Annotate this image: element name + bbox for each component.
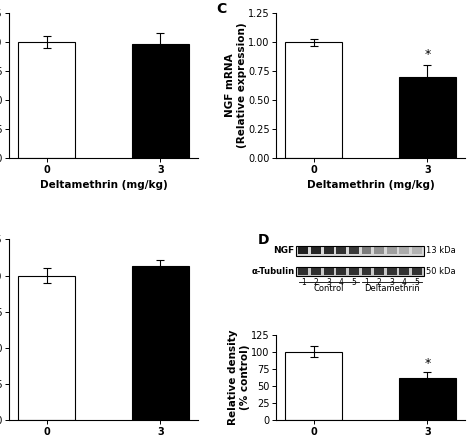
Text: NGF: NGF bbox=[273, 247, 295, 255]
Bar bbox=[299, 247, 308, 254]
Bar bbox=[412, 247, 422, 254]
Bar bbox=[387, 268, 397, 275]
Text: *: * bbox=[424, 357, 430, 370]
Bar bbox=[132, 44, 189, 158]
Bar bbox=[132, 265, 189, 420]
Bar bbox=[412, 268, 422, 275]
Bar bbox=[337, 247, 346, 254]
Bar bbox=[18, 42, 75, 158]
Text: 3: 3 bbox=[389, 279, 394, 287]
Bar bbox=[311, 268, 321, 275]
Text: *: * bbox=[424, 48, 430, 61]
Bar bbox=[387, 247, 397, 254]
Bar bbox=[374, 268, 384, 275]
Text: 50 kDa: 50 kDa bbox=[426, 267, 456, 276]
Text: Control: Control bbox=[313, 283, 344, 293]
Bar bbox=[400, 268, 409, 275]
X-axis label: Deltamethrin (mg/kg): Deltamethrin (mg/kg) bbox=[307, 180, 434, 191]
Text: Deltamethrin: Deltamethrin bbox=[364, 283, 419, 293]
Bar bbox=[299, 268, 308, 275]
Bar bbox=[285, 42, 342, 158]
Bar bbox=[285, 352, 342, 420]
Bar bbox=[362, 268, 371, 275]
Y-axis label: Relative density
(% control): Relative density (% control) bbox=[228, 330, 249, 425]
Text: 2: 2 bbox=[377, 279, 382, 287]
Text: 4: 4 bbox=[339, 279, 344, 287]
Bar bbox=[362, 247, 371, 254]
Text: 1: 1 bbox=[301, 279, 306, 287]
Bar bbox=[324, 268, 334, 275]
Text: 2: 2 bbox=[314, 279, 319, 287]
Bar bbox=[399, 378, 456, 420]
Text: C: C bbox=[216, 2, 227, 16]
Bar bbox=[349, 268, 359, 275]
Text: D: D bbox=[258, 233, 269, 247]
Bar bbox=[337, 268, 346, 275]
Text: α-Tubulin: α-Tubulin bbox=[252, 267, 295, 276]
Bar bbox=[400, 247, 409, 254]
Text: 1: 1 bbox=[364, 279, 369, 287]
Text: 5: 5 bbox=[414, 279, 419, 287]
Bar bbox=[296, 246, 424, 256]
Y-axis label: NGF mRNA
(Relative expression): NGF mRNA (Relative expression) bbox=[225, 23, 246, 148]
Bar bbox=[399, 77, 456, 158]
Bar bbox=[311, 247, 321, 254]
Bar bbox=[374, 247, 384, 254]
Bar bbox=[324, 247, 334, 254]
X-axis label: Deltamethrin (mg/kg): Deltamethrin (mg/kg) bbox=[40, 180, 167, 191]
Text: 13 kDa: 13 kDa bbox=[426, 247, 456, 255]
Text: 4: 4 bbox=[402, 279, 407, 287]
Text: 3: 3 bbox=[326, 279, 331, 287]
Bar bbox=[296, 267, 424, 276]
Bar bbox=[18, 276, 75, 420]
Text: 5: 5 bbox=[351, 279, 356, 287]
Bar bbox=[349, 247, 359, 254]
